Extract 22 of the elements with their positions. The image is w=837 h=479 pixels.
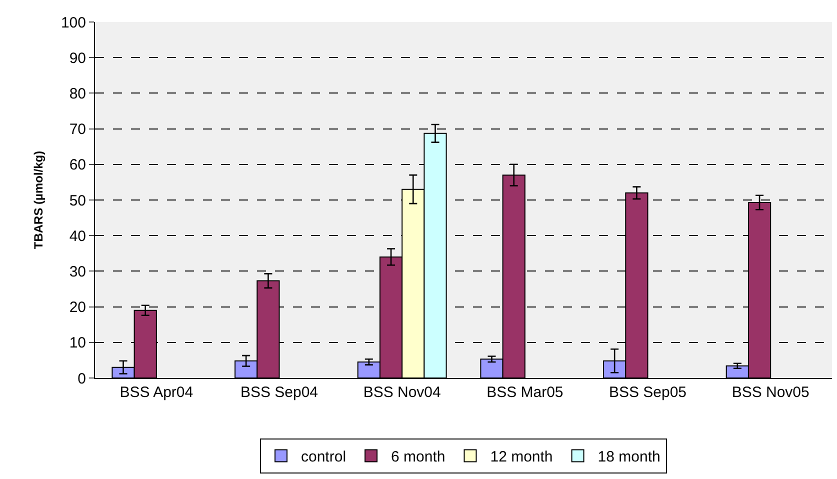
x-tick-label: BSS Nov05 <box>732 384 810 401</box>
x-tick-label: BSS Nov04 <box>363 384 441 401</box>
y-tick-label: 0 <box>78 370 86 388</box>
y-tick-label: 10 <box>69 334 86 352</box>
legend-label: 6 month <box>391 448 446 466</box>
y-axis-title: TBARS (µmol/kg) <box>31 150 46 250</box>
x-tick-label: BSS Mar05 <box>486 384 564 401</box>
y-tick-label: 90 <box>69 50 86 67</box>
y-tick-label: 70 <box>69 121 86 138</box>
y-tick-label: 20 <box>69 299 86 316</box>
y-tick-label: 40 <box>69 228 86 245</box>
y-tick-label: 50 <box>69 192 86 210</box>
y-tick-label: 80 <box>69 85 86 102</box>
y-tick-label: 30 <box>69 263 86 280</box>
legend-label: 18 month <box>598 448 660 466</box>
legend-label: control <box>301 448 346 466</box>
legend-label: 12 month <box>490 448 553 466</box>
x-tick-label: BSS Sep04 <box>240 384 318 401</box>
x-tick-label: BSS Apr04 <box>120 384 194 401</box>
y-tick-label: 100 <box>60 14 86 32</box>
y-tick-label: 60 <box>69 156 86 174</box>
x-tick-label: BSS Sep05 <box>608 384 687 401</box>
